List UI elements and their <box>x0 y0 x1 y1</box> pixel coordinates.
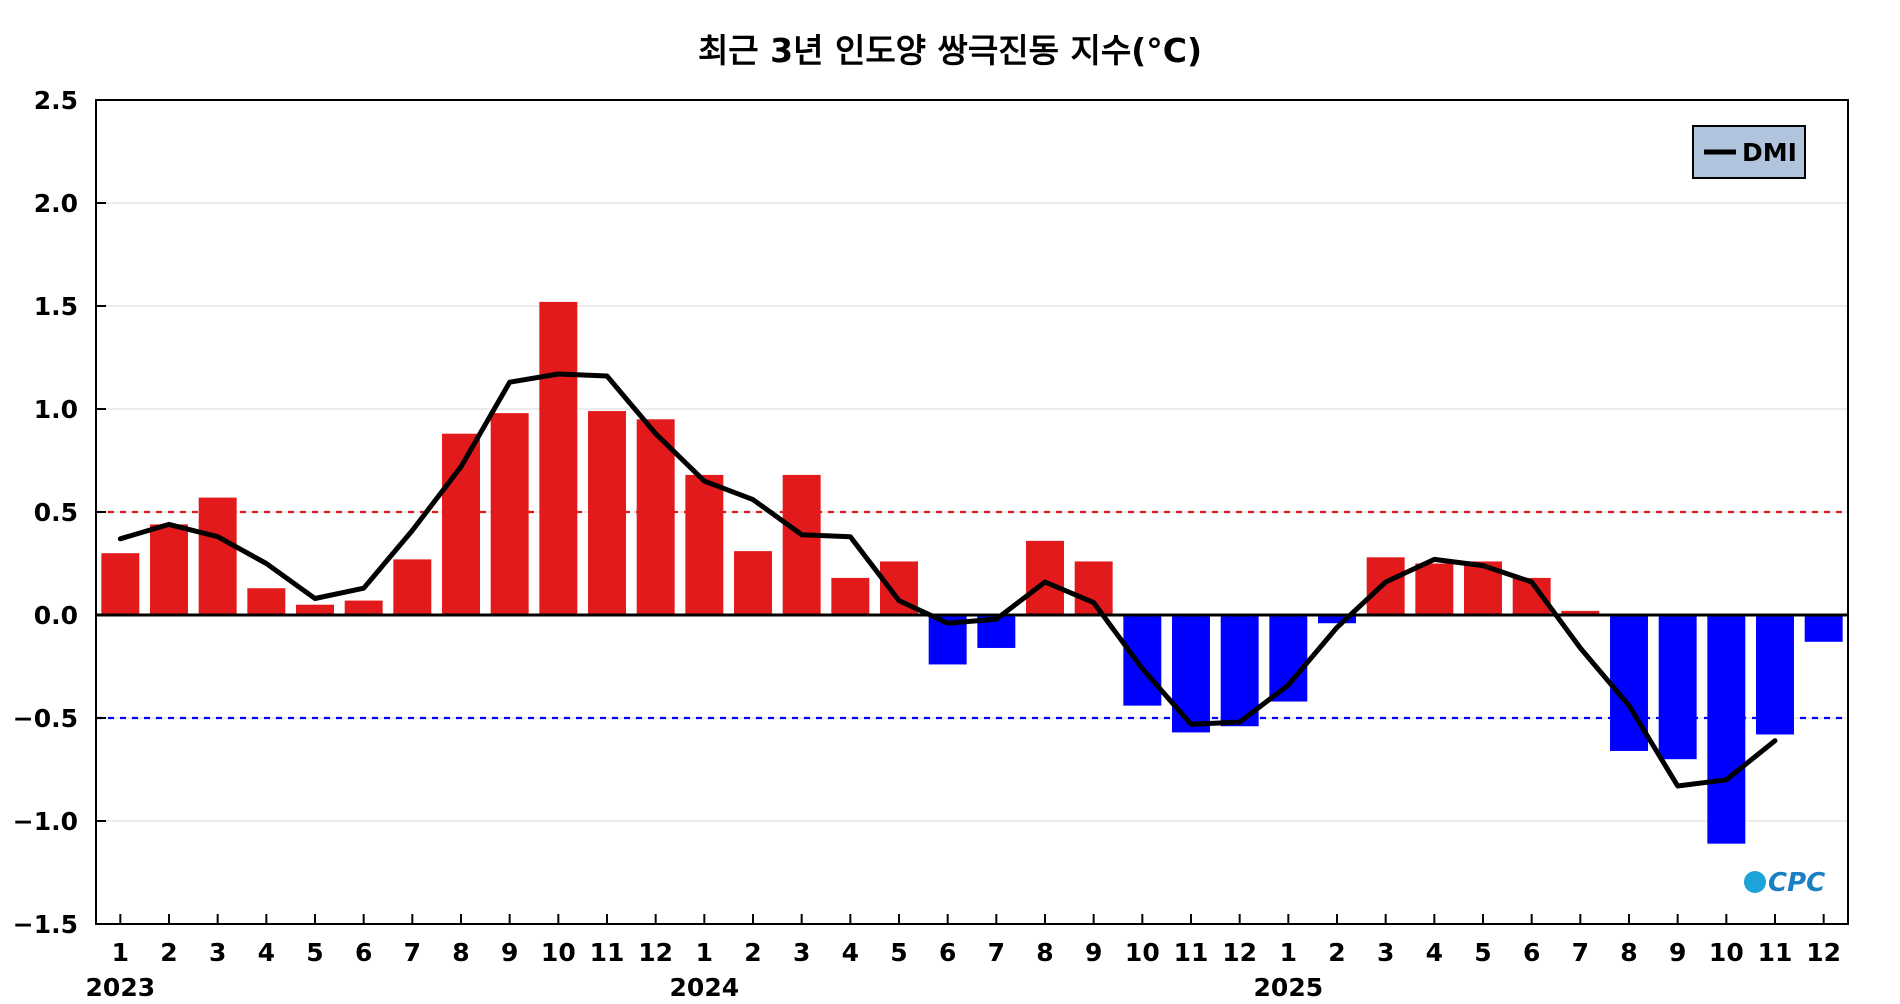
x-tick-label: 12 <box>638 938 673 967</box>
bar <box>539 301 578 615</box>
x-tick-label: 2 <box>744 938 761 967</box>
bar <box>636 419 675 615</box>
x-tick-label: 3 <box>209 938 226 967</box>
bar <box>1366 557 1405 615</box>
x-tick-label: 2 <box>1328 938 1345 967</box>
x-tick-label: 6 <box>355 938 372 967</box>
x-tick-label: 6 <box>1523 938 1540 967</box>
x-tick-label: 7 <box>988 938 1005 967</box>
x-tick-label: 9 <box>1669 938 1686 967</box>
x-tick-label: 7 <box>1572 938 1589 967</box>
year-label: 2023 <box>86 973 156 1000</box>
legend: DMI <box>1692 125 1806 179</box>
y-tick-label: −0.5 <box>13 704 78 733</box>
logo-circle-icon <box>1744 871 1766 893</box>
bar <box>1756 615 1794 735</box>
bar <box>1220 615 1259 727</box>
x-tick-label: 6 <box>939 938 956 967</box>
x-tick-label: 5 <box>1474 938 1491 967</box>
x-tick-label: 11 <box>1174 938 1209 967</box>
bar <box>490 413 529 615</box>
logo-text: CPC <box>1768 868 1825 898</box>
x-tick-label: 8 <box>1620 938 1637 967</box>
bar <box>1561 610 1600 615</box>
x-tick-label: 8 <box>452 938 469 967</box>
x-tick-label: 4 <box>1426 938 1443 967</box>
x-tick-label: 2 <box>160 938 177 967</box>
y-tick-label: 1.5 <box>34 292 78 321</box>
x-tick-label: 10 <box>1125 938 1160 967</box>
cpc-logo: CPC <box>1744 868 1825 898</box>
bar <box>1658 615 1697 760</box>
x-tick-label: 11 <box>1758 938 1793 967</box>
x-tick-label: 4 <box>842 938 859 967</box>
x-tick-label: 12 <box>1806 938 1841 967</box>
bar <box>247 588 286 615</box>
plot-area: 2.52.01.51.00.50.0−0.5−1.0−1.51 2 3 4 5 6 7 8 9 1… <box>13 86 1849 1002</box>
y-tick-label: 1.0 <box>34 395 78 424</box>
legend-label: DMI <box>1742 138 1797 167</box>
x-tick-label: 11 <box>590 938 625 967</box>
y-tick-label: −1.0 <box>13 807 78 836</box>
bar <box>782 474 821 615</box>
bar <box>1269 615 1308 702</box>
bar <box>101 553 140 615</box>
x-tick-label: 1 <box>112 938 129 967</box>
x-tick-label: 10 <box>1709 938 1744 967</box>
bar <box>1415 563 1454 615</box>
bar <box>296 604 334 615</box>
bar <box>1172 615 1210 733</box>
bar <box>1804 615 1843 642</box>
x-tick-label: 9 <box>1085 938 1102 967</box>
x-tick-label: 8 <box>1036 938 1053 967</box>
bar <box>442 433 480 615</box>
bar <box>685 474 724 615</box>
year-label: 2025 <box>1254 973 1324 1000</box>
bar <box>198 497 237 615</box>
bar <box>393 559 432 615</box>
year-label: 2024 <box>670 973 740 1000</box>
x-tick-label: 12 <box>1222 938 1257 967</box>
x-tick-label: 3 <box>1377 938 1394 967</box>
x-tick-label: 1 <box>1280 938 1297 967</box>
y-tick-label: −1.5 <box>13 910 78 939</box>
x-tick-label: 5 <box>306 938 323 967</box>
bar <box>734 551 772 615</box>
y-tick-label: 2.0 <box>34 189 78 218</box>
x-tick-label: 9 <box>501 938 518 967</box>
bar <box>344 600 383 615</box>
bar <box>831 577 870 615</box>
bar <box>1026 540 1064 615</box>
bar <box>588 411 626 615</box>
y-tick-label: 0.5 <box>34 498 78 527</box>
bar <box>150 524 188 615</box>
bar <box>1318 615 1356 624</box>
y-tick-label: 0.0 <box>34 601 78 630</box>
chart-title: 최근 3년 인도양 쌍극진동 지수(°C) <box>698 31 1202 70</box>
x-tick-label: 10 <box>541 938 576 967</box>
x-tick-label: 3 <box>793 938 810 967</box>
dmi-line <box>117 371 1778 789</box>
x-tick-label: 1 <box>696 938 713 967</box>
x-tick-label: 7 <box>404 938 421 967</box>
y-tick-label: 2.5 <box>34 86 78 115</box>
bar <box>1074 561 1113 615</box>
x-tick-label: 4 <box>258 938 275 967</box>
x-tick-label: 5 <box>890 938 907 967</box>
bar <box>1123 615 1162 706</box>
bar <box>1707 615 1746 844</box>
